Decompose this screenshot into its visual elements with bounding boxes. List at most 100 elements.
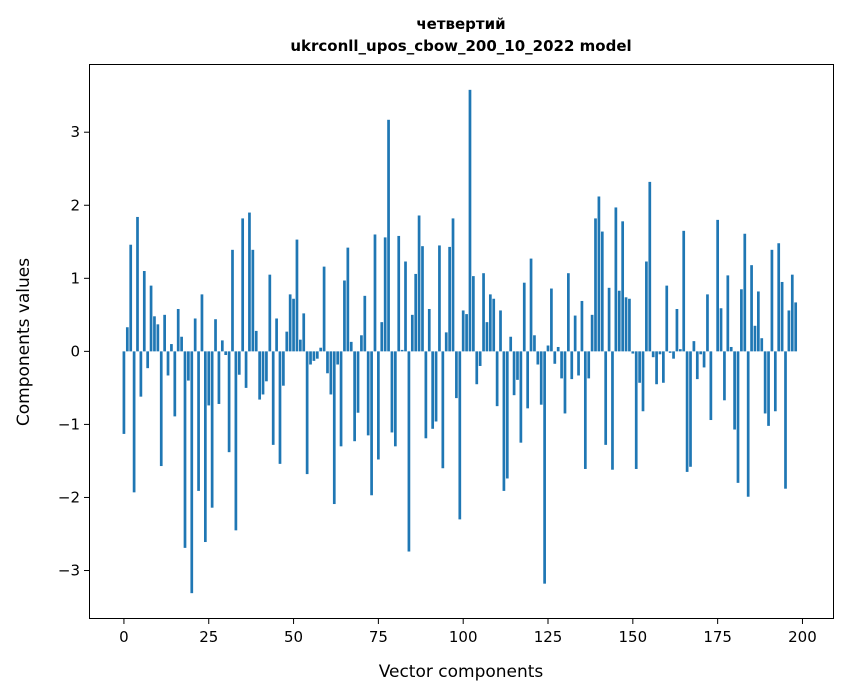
bar bbox=[665, 285, 669, 352]
y-tick-label: −3 bbox=[58, 562, 80, 580]
bar bbox=[336, 351, 340, 365]
bar bbox=[288, 294, 292, 352]
bar bbox=[529, 258, 533, 352]
bar bbox=[285, 331, 289, 352]
bar bbox=[190, 351, 194, 594]
bar bbox=[516, 351, 519, 380]
bar bbox=[183, 351, 187, 548]
bar bbox=[176, 308, 180, 352]
bar bbox=[600, 231, 604, 352]
bar bbox=[353, 351, 356, 442]
bar bbox=[407, 351, 411, 552]
bar bbox=[455, 351, 458, 399]
bar bbox=[577, 351, 580, 376]
bars-group bbox=[122, 89, 798, 594]
bar bbox=[526, 351, 530, 409]
bar bbox=[197, 351, 200, 491]
bar bbox=[210, 351, 214, 508]
bar bbox=[170, 344, 173, 352]
x-tick-label: 25 bbox=[199, 628, 218, 646]
bar bbox=[332, 351, 336, 505]
y-axis-ticks: −3 −2 −1 0 1 2 3 bbox=[58, 123, 90, 580]
bar bbox=[410, 314, 414, 352]
bar bbox=[706, 294, 709, 352]
bar bbox=[692, 341, 696, 352]
bar bbox=[207, 351, 211, 406]
bar bbox=[672, 351, 675, 359]
bar bbox=[414, 273, 418, 352]
bar bbox=[740, 289, 743, 352]
x-tick-label: 175 bbox=[703, 628, 732, 646]
bar bbox=[733, 351, 736, 430]
bar bbox=[305, 351, 309, 475]
bar bbox=[570, 351, 574, 380]
bar bbox=[122, 351, 126, 434]
bar bbox=[522, 282, 526, 352]
bar bbox=[156, 324, 160, 352]
bar bbox=[617, 290, 621, 352]
bar bbox=[203, 351, 207, 543]
bar bbox=[421, 246, 424, 352]
bar bbox=[753, 325, 757, 352]
bar bbox=[750, 265, 753, 352]
bar bbox=[390, 351, 394, 433]
bar bbox=[451, 218, 455, 352]
bar bbox=[556, 346, 560, 352]
bar bbox=[125, 327, 129, 352]
bar bbox=[149, 285, 153, 352]
y-tick-label: 0 bbox=[70, 342, 80, 360]
bar bbox=[624, 297, 628, 352]
bar bbox=[244, 351, 248, 388]
bar bbox=[319, 347, 323, 352]
bar bbox=[458, 351, 462, 520]
bar bbox=[431, 351, 435, 429]
bar bbox=[485, 322, 489, 352]
bar bbox=[292, 298, 295, 352]
bar bbox=[326, 351, 329, 374]
bar bbox=[604, 351, 608, 445]
bar bbox=[638, 351, 641, 383]
bar bbox=[760, 338, 764, 352]
bar bbox=[349, 341, 353, 352]
bar bbox=[370, 351, 373, 496]
bar bbox=[224, 351, 228, 356]
bar bbox=[434, 351, 438, 422]
bar bbox=[295, 239, 299, 352]
bar bbox=[139, 351, 143, 397]
bar bbox=[655, 351, 658, 385]
x-tick-label: 125 bbox=[534, 628, 563, 646]
x-tick-label: 100 bbox=[449, 628, 478, 646]
bar bbox=[628, 298, 631, 352]
bar bbox=[587, 351, 591, 379]
bar bbox=[726, 275, 730, 352]
bar bbox=[658, 351, 662, 355]
bar bbox=[261, 351, 265, 395]
bar bbox=[536, 351, 540, 365]
bar bbox=[790, 274, 794, 352]
bar bbox=[237, 351, 241, 375]
bar bbox=[723, 351, 726, 401]
bar bbox=[356, 351, 360, 413]
bar bbox=[282, 351, 285, 386]
bar bbox=[695, 351, 699, 380]
bar bbox=[377, 351, 380, 460]
bar bbox=[499, 310, 502, 352]
bar bbox=[702, 351, 706, 368]
bar bbox=[265, 351, 268, 382]
bar bbox=[550, 288, 553, 352]
bar bbox=[461, 310, 465, 352]
bar bbox=[278, 351, 282, 464]
bar bbox=[248, 212, 251, 352]
bar bbox=[339, 351, 343, 447]
bar bbox=[227, 351, 231, 453]
bar bbox=[631, 351, 635, 354]
bar bbox=[621, 221, 625, 352]
bar bbox=[736, 351, 740, 483]
bar bbox=[757, 291, 760, 352]
bar bbox=[492, 298, 496, 352]
bar bbox=[743, 233, 747, 352]
y-tick-label: −1 bbox=[58, 415, 80, 433]
bar bbox=[404, 261, 407, 352]
bar bbox=[475, 351, 479, 385]
bar bbox=[546, 345, 550, 352]
